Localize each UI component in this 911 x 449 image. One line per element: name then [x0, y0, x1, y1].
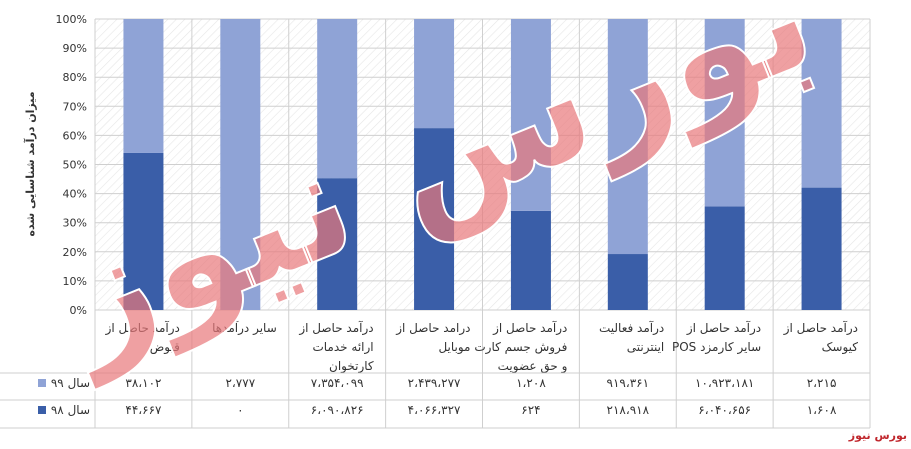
category-label: ارائه خدمات — [312, 340, 373, 355]
data-label: ۱،۶۰۸ — [807, 403, 837, 417]
source-label: بورس نیوز — [848, 429, 907, 442]
bar-segment-series2 — [510, 210, 551, 310]
category-label: فروش جسم کارت — [474, 340, 567, 355]
legend-swatch — [38, 379, 46, 387]
category-label: درامد حاصل از — [395, 321, 470, 336]
y-tick-label: 100% — [56, 13, 87, 26]
category-label: درآمد فعالیت — [599, 320, 664, 336]
y-axis: 0% 10% 20% 30% 40% 50% 60% 70% 80% 90% 100% — [56, 13, 87, 317]
y-tick-label: 90% — [63, 42, 87, 55]
bar-segment-series1 — [607, 19, 648, 255]
data-label: ۲۱۸،۹۱۸ — [607, 403, 650, 417]
legend-label: سال ۹۹ — [51, 376, 90, 390]
y-tick-label: 40% — [63, 188, 87, 201]
data-label: ۶۲۴ — [521, 403, 540, 417]
category-label: کارتخوان — [329, 359, 374, 374]
bar-segment-series2 — [704, 206, 745, 310]
y-tick-label: 60% — [63, 129, 87, 142]
data-label: ۹۱۹،۳۶۱ — [607, 376, 650, 390]
data-label: ۳۸،۱۰۲ — [125, 376, 161, 390]
y-tick-label: 70% — [63, 100, 87, 113]
category-label: درآمد حاصل از — [686, 320, 761, 336]
data-label: ۰ — [237, 403, 243, 417]
data-label: ۴۴،۶۶۷ — [125, 403, 162, 417]
bars — [123, 19, 842, 310]
data-label: ۶،۰۹۰،۸۲۶ — [311, 403, 364, 417]
y-tick-label: 80% — [63, 71, 87, 84]
category-label: درآمد حاصل از — [492, 320, 567, 336]
data-label: ۲،۷۷۷ — [225, 376, 255, 390]
category-label: قبوض — [150, 340, 180, 355]
category-label: درآمد حاصل از — [105, 320, 180, 336]
data-table: درآمد حاصل از قبوض سایر درآمدها درآمد حاصل … — [0, 19, 871, 429]
category-label: POS سایر کارمزد — [672, 340, 761, 355]
bar-segment-series1 — [220, 19, 261, 310]
bar-segment-series1 — [123, 19, 164, 153]
legend-label: سال ۹۸ — [51, 403, 90, 417]
bar-segment-series1 — [801, 19, 842, 188]
category-label: اینترنتی — [627, 340, 665, 355]
data-label: ۲،۲۱۵ — [807, 376, 837, 390]
data-label: ۷،۳۵۴،۰۹۹ — [311, 376, 364, 390]
data-label: ۲،۴۳۹،۲۷۷ — [408, 376, 461, 390]
bar-segment-series2 — [123, 152, 164, 310]
bar-segment-series2 — [801, 187, 842, 310]
data-label: ۱،۲۰۸ — [516, 376, 546, 390]
bar-segment-series2 — [317, 178, 358, 310]
bar-segment-series1 — [704, 19, 745, 207]
bar-segment-series1 — [510, 19, 551, 211]
y-tick-label: 10% — [63, 275, 87, 288]
bar-segment-series1 — [317, 19, 358, 179]
category-label: سایر درآمدها — [212, 320, 277, 336]
category-label: درآمد حاصل از — [298, 320, 373, 336]
y-axis-label: میزان درآمد شناسایی شده — [23, 91, 37, 236]
category-label: موبایل — [438, 340, 470, 355]
y-tick-label: 30% — [63, 217, 87, 230]
category-label: و حق عضویت — [498, 359, 568, 374]
bar-segment-series2 — [414, 128, 455, 310]
y-tick-label: 20% — [63, 246, 87, 259]
data-label: ۱۰،۹۲۳،۱۸۱ — [695, 376, 754, 390]
data-label: ۶،۰۴۰،۶۵۶ — [698, 403, 751, 417]
category-label: کیوسک — [822, 340, 859, 355]
bar-segment-series2 — [607, 254, 648, 310]
data-label: ۴،۰۶۶،۳۲۷ — [408, 403, 461, 417]
category-label: درآمد حاصل از — [783, 320, 858, 336]
y-tick-label: 50% — [63, 159, 87, 172]
y-tick-label: 0% — [70, 304, 87, 317]
bar-segment-series1 — [414, 19, 455, 129]
legend-swatch — [38, 406, 46, 414]
